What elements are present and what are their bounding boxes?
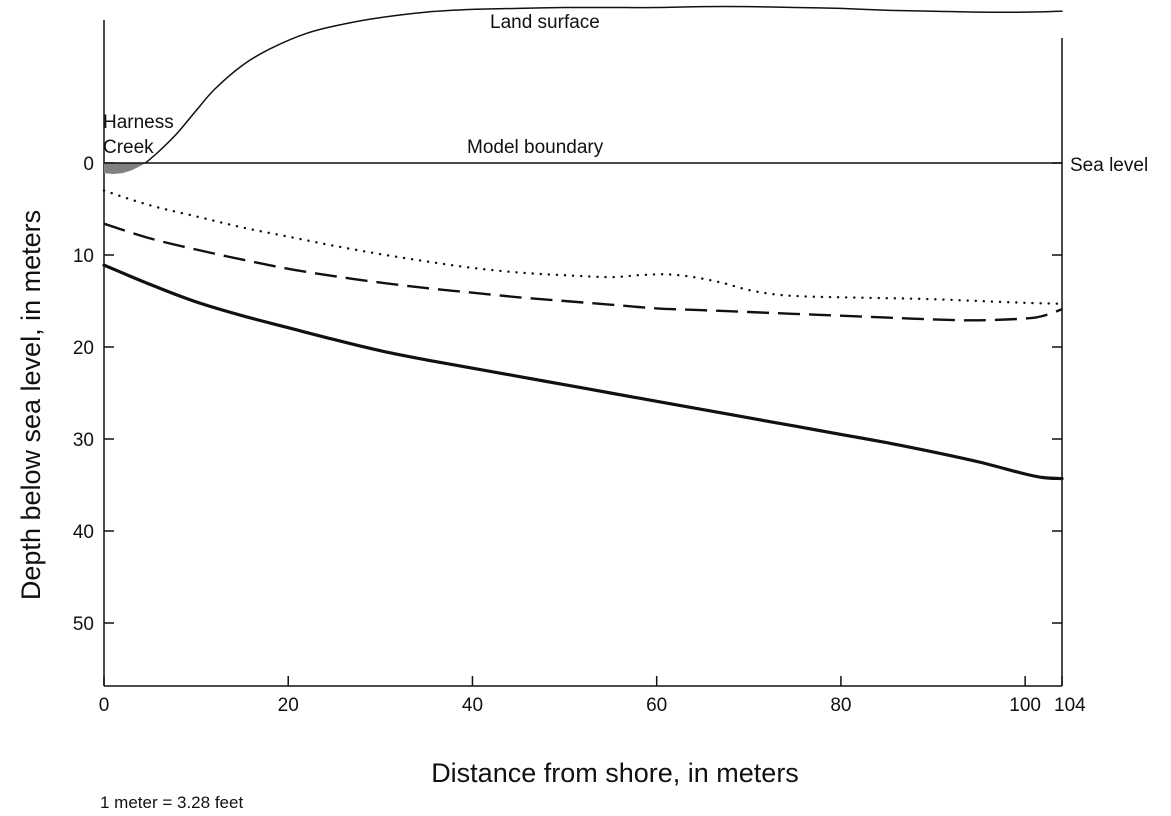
y-tick-label: 30 <box>73 430 94 451</box>
dotted-line <box>102 189 1064 305</box>
x-tick-label: 20 <box>278 695 299 716</box>
y-tick-label: 50 <box>73 614 94 635</box>
conversion-note: 1 meter = 3.28 feet <box>100 793 243 812</box>
x-tick-label: 80 <box>830 695 851 716</box>
y-tick-label: 0 <box>83 154 94 175</box>
x-tick-label: 100 <box>1009 695 1041 716</box>
x-tick-label: 104 <box>1054 695 1086 716</box>
plot-frame <box>103 20 1063 687</box>
y-tick-label: 10 <box>73 246 94 267</box>
y-ticks: 0 10 20 30 40 50 <box>73 154 1062 635</box>
x-tick-label: 40 <box>462 695 483 716</box>
x-ticks: 0 20 40 60 80 100 104 <box>99 676 1086 716</box>
y-tick-label: 20 <box>73 338 94 359</box>
annotation-land-surface: Land surface <box>490 12 600 33</box>
x-tick-label: 60 <box>646 695 667 716</box>
creek-layer <box>104 163 146 174</box>
y-tick-label: 40 <box>73 522 94 543</box>
annotation-model-boundary: Model boundary <box>467 137 604 158</box>
annotation-harness: Harness <box>103 112 174 133</box>
series-layer <box>102 5 1064 481</box>
annotation-creek: Creek <box>103 137 154 158</box>
harness-creek-fill <box>104 163 146 174</box>
x-axis-title: Distance from shore, in meters <box>431 758 799 788</box>
dashed-line <box>103 222 1063 322</box>
y-axis-title: Depth below sea level, in meters <box>16 210 46 600</box>
annotation-sea-level: Sea level <box>1070 155 1148 176</box>
x-tick-label: 0 <box>99 695 110 716</box>
thick-solid-line <box>102 263 1064 481</box>
land-surface-line <box>144 5 1063 164</box>
